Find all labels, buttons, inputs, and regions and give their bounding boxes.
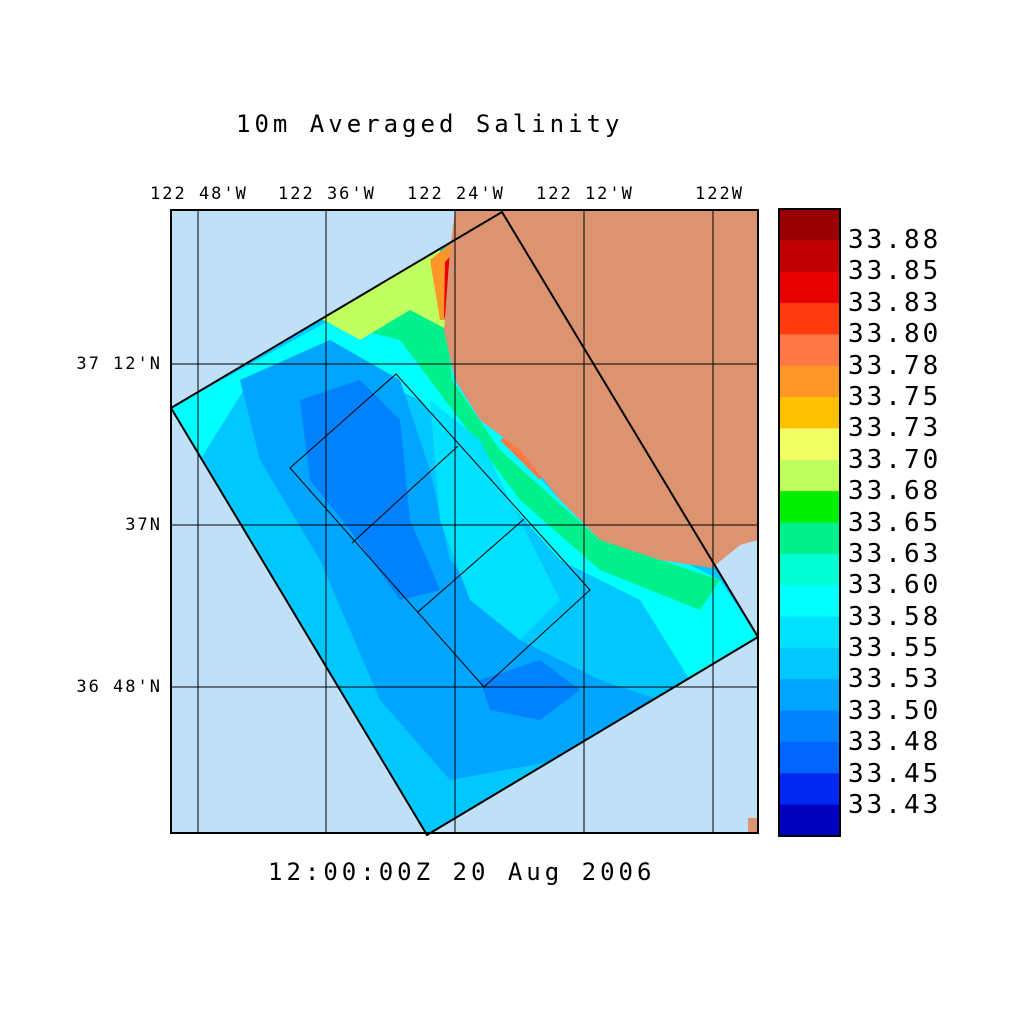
- colorbar: [778, 208, 841, 837]
- colorbar-band: [779, 365, 840, 398]
- grid-lines: [171, 210, 758, 833]
- field-light-patch: [430, 400, 560, 640]
- field-cyan-band: [171, 300, 758, 680]
- y-tick-label: 37N: [125, 515, 162, 535]
- inner-box-outline: [289, 373, 591, 688]
- field-green-coast: [320, 260, 720, 610]
- time-label: 12:00:00Z 20 Aug 2006: [268, 858, 656, 886]
- colorbar-label: 33.73: [848, 413, 942, 444]
- colorbar-band: [779, 553, 840, 586]
- colorbar-band: [779, 397, 840, 429]
- colorbar-band: [779, 459, 840, 492]
- colorbar-label: 33.65: [848, 507, 942, 538]
- colorbar-band: [779, 303, 840, 335]
- x-tick-label: 122W: [695, 184, 744, 204]
- colorbar-band: [779, 773, 840, 806]
- field-dark-core: [300, 380, 440, 600]
- colorbar-label: 33.50: [848, 695, 942, 726]
- colorbar-label: 33.83: [848, 287, 942, 318]
- colorbar-band: [779, 334, 840, 367]
- colorbar-label: 33.45: [848, 758, 942, 789]
- salinity-field: [171, 212, 758, 833]
- colorbar-band: [779, 616, 840, 649]
- colorbar-label: 33.85: [848, 256, 942, 287]
- colorbar-label: 33.55: [848, 633, 942, 664]
- colorbar-label: 33.60: [848, 570, 942, 601]
- field-yellow-coast: [320, 250, 448, 340]
- colorbar-band: [779, 647, 840, 680]
- colorbar-band: [779, 804, 840, 837]
- colorbar-band: [779, 240, 840, 273]
- x-tick-label: 122 24'W: [407, 184, 505, 204]
- colorbar-label: 33.43: [848, 790, 942, 820]
- colorbar-band: [779, 428, 840, 461]
- colorbar-band: [779, 679, 840, 712]
- colorbar-label: 33.80: [848, 319, 942, 350]
- colorbar-band: [779, 491, 840, 523]
- colorbar-band: [779, 522, 840, 555]
- x-tick-label: 122 36'W: [278, 184, 376, 204]
- colorbar-label: 33.53: [848, 664, 942, 695]
- colorbar-label: 33.63: [848, 538, 942, 569]
- land-islet: [748, 818, 758, 833]
- inner-boxes: [289, 373, 591, 688]
- y-tick-label: 37 12'N: [76, 354, 162, 374]
- land-mass: [444, 210, 758, 568]
- colorbar-label: 33.68: [848, 476, 942, 507]
- colorbar-label: 33.75: [848, 381, 942, 412]
- colorbar-label: 33.58: [848, 601, 942, 632]
- inner-box-divider-2: [417, 518, 525, 613]
- field-dark-core-2: [480, 660, 580, 720]
- inner-box-divider-1: [351, 445, 459, 544]
- colorbar-label: 33.78: [848, 350, 942, 381]
- colorbar-label: 33.70: [848, 444, 942, 475]
- y-tick-label: 36 48'N: [76, 677, 162, 697]
- colorbar-band: [779, 710, 840, 743]
- plot-frame: [170, 209, 759, 834]
- x-tick-label: 122 12'W: [536, 184, 634, 204]
- chart-title: 10m Averaged Salinity: [236, 110, 624, 138]
- x-tick-label: 122 48'W: [150, 184, 248, 204]
- colorbar-label: 33.88: [848, 225, 942, 255]
- colorbar-band: [779, 271, 840, 304]
- colorbar-band: [779, 741, 840, 774]
- colorbar-band: [779, 585, 840, 618]
- colorbar-band: [779, 209, 840, 241]
- colorbar-frame: [778, 208, 841, 837]
- colorbar-label: 33.48: [848, 727, 942, 758]
